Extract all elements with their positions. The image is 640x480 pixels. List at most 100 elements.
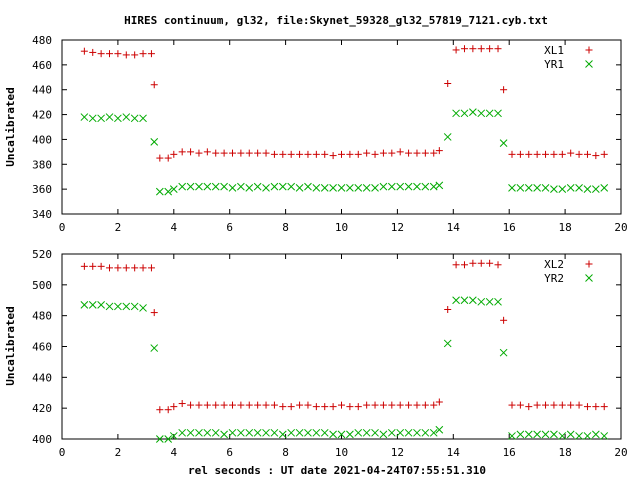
data-point: [195, 428, 203, 437]
data-point: [131, 51, 139, 59]
data-point: [220, 182, 228, 191]
data-point: [287, 150, 295, 158]
y-tick-label: 420: [32, 402, 52, 415]
data-point: [164, 435, 173, 443]
y-axis-label: Uncalibrated: [4, 87, 17, 166]
data-point: [346, 184, 354, 192]
legend-marker: [585, 274, 593, 282]
data-point: [469, 259, 477, 267]
data-point: [262, 401, 270, 409]
y-tick-label: 400: [32, 133, 52, 146]
data-point: [469, 45, 477, 53]
data-point: [337, 184, 346, 192]
data-point: [320, 184, 329, 192]
legend-label: XL2: [544, 258, 564, 271]
data-point: [97, 301, 105, 309]
data-point: [312, 184, 321, 192]
data-point: [583, 185, 592, 193]
data-point: [139, 50, 147, 58]
data-point: [287, 428, 296, 437]
data-point: [304, 150, 312, 158]
data-point: [287, 182, 296, 191]
data-point: [371, 184, 379, 192]
data-point: [508, 432, 516, 440]
data-point: [486, 259, 494, 267]
data-point: [122, 113, 131, 121]
data-point: [150, 138, 159, 146]
data-point: [295, 184, 304, 192]
data-point: [452, 109, 460, 118]
data-point: [460, 45, 468, 53]
data-point: [186, 182, 195, 191]
data-point: [89, 48, 97, 56]
data-point: [187, 401, 195, 409]
data-marks: [80, 45, 609, 196]
data-point: [329, 184, 337, 192]
data-point: [228, 428, 237, 437]
data-point: [156, 406, 164, 414]
data-point: [600, 432, 609, 440]
x-tick-label: 0: [59, 221, 66, 234]
x-tick-label: 18: [558, 221, 571, 234]
chart-title: HIRES continuum, gl32, file:Skynet_59328…: [124, 14, 548, 27]
x-tick-label: 8: [282, 446, 289, 459]
data-point: [583, 403, 591, 411]
data-point: [362, 428, 371, 437]
y-tick-label: 420: [32, 109, 52, 122]
x-tick-label: 12: [391, 446, 404, 459]
data-point: [591, 185, 600, 193]
data-point: [421, 182, 430, 191]
data-point: [279, 403, 287, 411]
data-point: [131, 264, 139, 272]
data-point: [195, 182, 203, 191]
data-point: [525, 403, 533, 411]
data-point: [354, 150, 362, 158]
data-point: [508, 184, 516, 192]
y-tick-label: 380: [32, 158, 52, 171]
data-point: [460, 109, 469, 118]
data-point: [150, 309, 158, 317]
data-point: [533, 150, 541, 158]
data-point: [237, 182, 245, 191]
data-point: [435, 181, 444, 190]
data-point: [354, 184, 363, 192]
data-point: [262, 184, 270, 192]
data-point: [413, 428, 421, 437]
data-point: [591, 430, 600, 439]
data-point: [178, 400, 186, 408]
data-point: [245, 401, 253, 409]
data-point: [312, 428, 321, 437]
data-point: [435, 425, 444, 434]
data-point: [421, 149, 429, 157]
data-point: [329, 430, 337, 439]
data-point: [435, 147, 443, 155]
x-tick-label: 4: [170, 221, 177, 234]
data-point: [287, 403, 295, 411]
data-point: [469, 108, 477, 116]
data-point: [114, 264, 122, 272]
data-point: [164, 154, 172, 162]
data-point: [270, 401, 278, 409]
data-point: [88, 114, 97, 123]
data-point: [170, 403, 178, 411]
data-point: [421, 401, 429, 409]
data-point: [195, 149, 203, 157]
y-tick-label: 440: [32, 371, 52, 384]
data-point: [178, 148, 186, 156]
x-tick-label: 18: [558, 446, 571, 459]
data-point: [80, 47, 88, 55]
data-point: [254, 149, 262, 157]
data-point: [211, 428, 220, 437]
data-point: [156, 154, 164, 162]
data-point: [362, 184, 371, 192]
data-point: [304, 182, 312, 191]
data-point: [211, 182, 220, 191]
data-point: [404, 428, 413, 437]
data-point: [443, 133, 452, 141]
legend-label: YR1: [544, 58, 564, 71]
data-point: [477, 109, 486, 118]
data-point: [500, 86, 508, 94]
y-axis-label: Uncalibrated: [4, 306, 17, 385]
data-point: [405, 149, 413, 157]
